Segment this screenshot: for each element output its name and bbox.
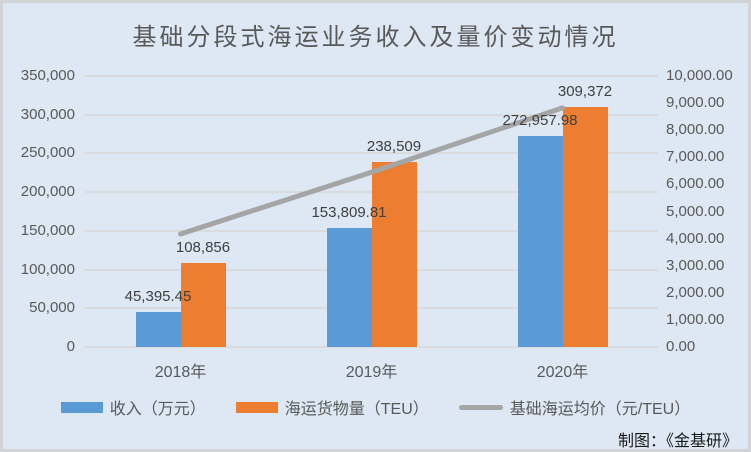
right-axis-tick-label: 2,000.00 — [666, 283, 725, 301]
income-data-label: 153,809.81 — [311, 203, 387, 221]
credit-text: 制图：《金基研》 — [617, 433, 738, 450]
legend-swatch-income — [60, 401, 103, 413]
category-label: 2019年 — [345, 364, 398, 381]
category-label: 2020年 — [536, 364, 589, 381]
volume-bar — [562, 107, 608, 347]
legend-item-price: 基础海运均价（元/TEU） — [458, 395, 691, 419]
legend-label-income: 收入（万元） — [109, 401, 206, 418]
income-bar — [517, 135, 563, 347]
volume-bar — [371, 162, 417, 347]
legend-item-volume: 海运货物量（TEU） — [235, 395, 429, 419]
right-axis-tick-label: 8,000.00 — [666, 121, 725, 139]
left-axis-tick-label: 150,000 — [20, 221, 75, 239]
left-axis-tick-label: 0 — [66, 338, 75, 355]
volume-data-label: 309,372 — [557, 83, 613, 101]
right-axis-tick-label: 9,000.00 — [666, 94, 725, 112]
chart-title: 基础分段式海运业务收入及量价变动情况 — [132, 24, 619, 51]
legend-label-volume: 海运货物量（TEU） — [284, 401, 429, 418]
right-axis-tick-label: 6,000.00 — [666, 175, 725, 193]
right-axis-tick-label: 1,000.00 — [666, 310, 725, 328]
left-axis-tick-label: 300,000 — [20, 105, 75, 123]
left-axis-tick-label: 100,000 — [20, 260, 75, 278]
right-axis-tick-label: 7,000.00 — [666, 148, 725, 166]
gridline — [85, 75, 658, 77]
left-axis-tick-label: 200,000 — [20, 183, 75, 201]
income-data-label: 45,395.45 — [124, 287, 192, 305]
right-axis-tick-label: 0.00 — [666, 338, 696, 355]
legend: 收入（万元） 海运货物量（TEU） 基础海运均价（元/TEU） — [3, 395, 748, 419]
income-bar — [135, 311, 181, 347]
legend-swatch-price — [458, 404, 503, 410]
gridline — [85, 346, 658, 348]
legend-item-income: 收入（万元） — [60, 395, 206, 419]
right-axis-tick-label: 3,000.00 — [666, 256, 725, 274]
right-axis-tick-label: 5,000.00 — [666, 202, 725, 220]
left-axis-tick-label: 50,000 — [29, 299, 75, 317]
income-data-label: 272,957.98 — [502, 111, 578, 129]
right-axis-tick-label: 10,000.00 — [666, 67, 733, 84]
right-axis-tick-label: 4,000.00 — [666, 229, 725, 247]
volume-data-label: 108,856 — [175, 238, 231, 256]
left-axis-tick-label: 350,000 — [20, 67, 75, 84]
legend-label-price: 基础海运均价（元/TEU） — [509, 401, 691, 418]
volume-bar — [180, 262, 226, 347]
legend-swatch-volume — [235, 401, 278, 413]
volume-data-label: 238,509 — [366, 138, 422, 156]
left-axis-tick-label: 250,000 — [20, 144, 75, 162]
income-bar — [326, 227, 372, 347]
category-label: 2018年 — [154, 364, 207, 381]
